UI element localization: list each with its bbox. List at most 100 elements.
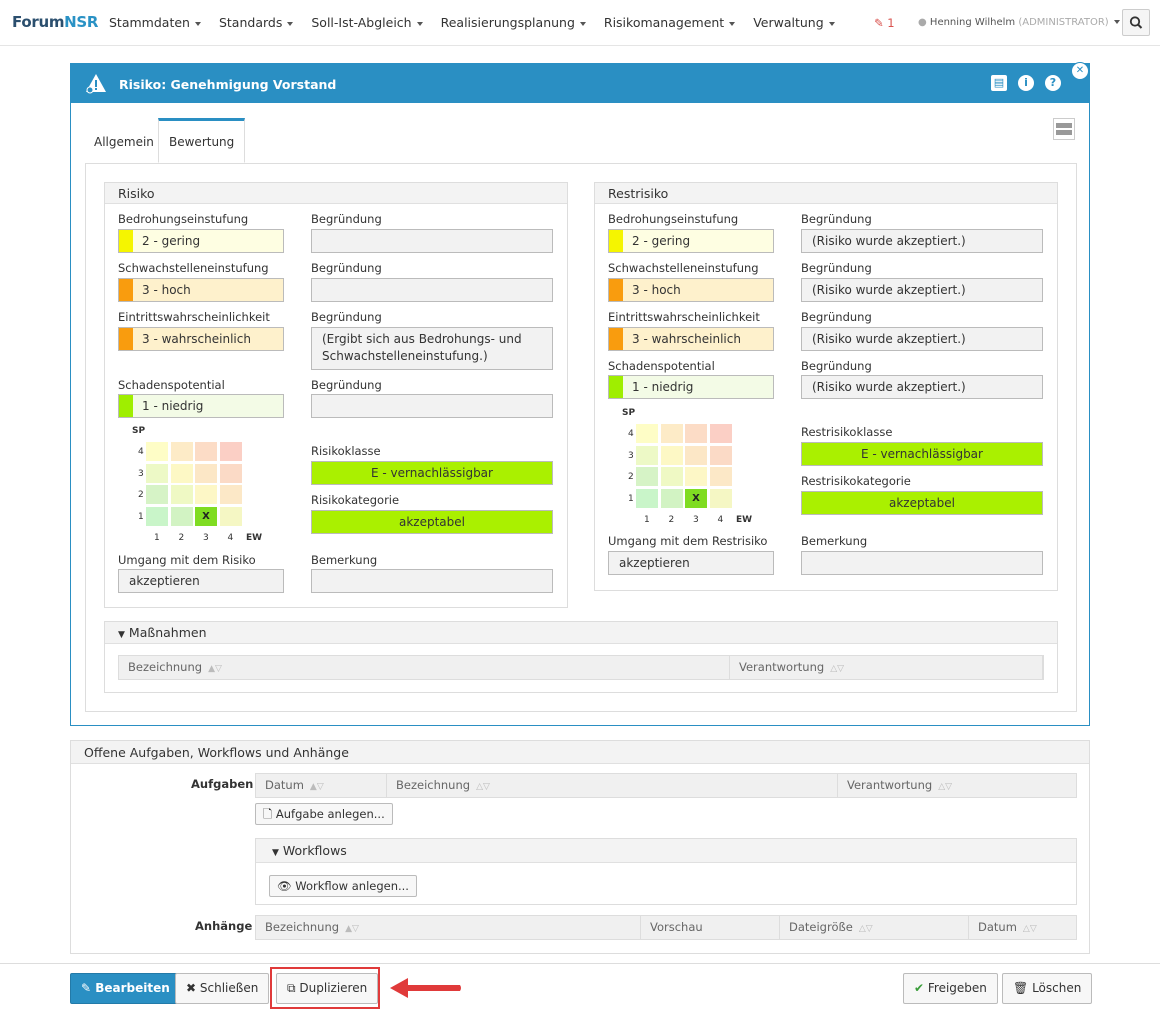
offene-aufgaben-panel: Offene Aufgaben, Workflows und Anhänge A… [70,740,1090,954]
restrisiko-panel: Restrisiko Bedrohungseinstufung 2 - geri… [594,182,1058,591]
anhaenge-label: Anhänge [195,919,253,933]
pdf-icon[interactable]: ▤ [991,75,1007,91]
tick-label: 1 [628,493,634,504]
bearbeiten-button[interactable]: ✎ Bearbeiten [70,973,181,1004]
rest-begruendung-label: Begründung [801,359,872,373]
tick-label: 4 [717,515,724,525]
chevron-down-icon [729,21,736,26]
matrix-cell [636,424,658,443]
restrisk-matrix: SP 4 3 2 1 X 1 2 3 4 EW [608,408,768,528]
begruendung-field-2[interactable] [311,278,553,302]
restrisikokategorie-label: Restrisikokategorie [801,474,911,488]
col-datum[interactable]: Datum △▽ [978,920,1037,934]
col-verantwortung[interactable]: Verantwortung △▽ [847,778,953,792]
menu-soll-ist-abgleich[interactable]: Soll-Ist-Abgleich [302,0,431,46]
tick-label: 2 [178,533,185,543]
menu-stammdaten[interactable]: Stammdaten [100,0,210,46]
massnahmen-header[interactable]: ▼ Maßnahmen [105,622,1057,644]
axis-sp-label: SP [132,426,146,436]
begruendung-field-1[interactable] [311,229,553,253]
eintritt-label: Eintrittswahrscheinlichkeit [118,310,270,324]
rest-begruendung-field-1[interactable]: (Risiko wurde akzeptiert.) [801,229,1043,253]
aufgabe-anlegen-button[interactable]: 🗋 Aufgabe anlegen... [255,803,393,825]
matrix-cell [195,442,217,461]
sort-icon: △▽ [830,664,845,674]
notification-indicator[interactable]: ✎ 1 [874,16,895,30]
freigeben-button[interactable]: ✔ Freigeben [903,973,998,1004]
arrow-left-icon [390,978,461,998]
col-vorschau[interactable]: Vorschau [641,916,780,939]
col-datum[interactable]: Datum ▲▽ [256,774,387,797]
menu-realisierungsplanung[interactable]: Realisierungsplanung [432,0,595,46]
tab-bewertung[interactable]: Bewertung [158,118,246,163]
chevron-down-icon [287,21,294,26]
main-menu: Stammdaten Standards Soll-Ist-Abgleich R… [100,0,844,46]
schliessen-button[interactable]: ✖ Schließen [175,973,270,1004]
search-button[interactable] [1122,9,1150,36]
matrix-cell [709,445,732,465]
col-bezeichnung[interactable]: Bezeichnung ▲▽ [119,656,730,679]
col-dateigroesse[interactable]: Dateigröße △▽ [780,916,969,939]
begruendung-field-3[interactable]: (Ergibt sich aus Bedrohungs- und Schwachs… [311,327,553,370]
tab-allgemein[interactable]: Allgemein [94,135,154,149]
sort-icon: ▲▽ [345,924,359,934]
schaden-field[interactable]: 1 - niedrig [118,394,284,418]
rest-begruendung-field-4[interactable]: (Risiko wurde akzeptiert.) [801,375,1043,399]
rest-schaden-label: Schadenspotential [608,359,715,373]
matrix-cell [709,467,732,486]
restrisikoklasse-field[interactable]: E - vernachlässigbar [801,442,1043,466]
workflows-header[interactable]: ▼ Workflows [256,839,1076,863]
eintritt-field[interactable]: 3 - wahrscheinlich [118,327,284,351]
rest-begruendung-field-2[interactable]: (Risiko wurde akzeptiert.) [801,278,1043,302]
duplizieren-button[interactable]: ⧉ Duplizieren [276,973,379,1004]
rest-umgang-label: Umgang mit dem Restrisiko [608,534,768,548]
matrix-cell [685,467,707,486]
rest-bemerkung-field[interactable] [801,551,1043,575]
edit-icon: ✎ [81,981,92,995]
brand-logo[interactable]: ForumNSR [12,13,99,31]
anhaenge-table-header: Bezeichnung ▲▽ Vorschau Dateigröße △▽ Datu… [255,915,1077,940]
workflow-anlegen-button[interactable]: 👁 Workflow anlegen... [269,875,417,897]
rest-schwachstelle-field[interactable]: 3 - hoch [608,278,774,302]
begruendung-text-line1: (Ergibt sich aus Bedrohungs- und [322,332,522,346]
matrix-cell [170,463,193,483]
col-verantwortung[interactable]: Verantwortung △▽ [730,656,1043,679]
restrisiko-panel-title: Restrisiko [595,183,1057,204]
schwachstelle-field[interactable]: 3 - hoch [118,278,284,302]
rest-umgang-field[interactable]: akzeptieren [608,551,774,575]
menu-verwaltung[interactable]: Verwaltung [744,0,843,46]
menu-standards[interactable]: Standards [210,0,302,46]
rest-begruendung-field-3[interactable]: (Risiko wurde akzeptiert.) [801,327,1043,351]
user-menu[interactable]: ● Henning Wilhelm (ADMINISTRATOR) [918,17,1120,28]
bemerkung-field[interactable] [311,569,553,593]
matrix-cell [146,485,168,504]
rest-bedrohung-field[interactable]: 2 - gering [608,229,774,253]
col-bezeichnung[interactable]: Bezeichnung ▲▽ [256,916,641,939]
tick-label: 4 [227,533,234,543]
umgang-field[interactable]: akzeptieren [118,569,284,593]
workflows-panel: ▼ Workflows 👁 Workflow anlegen... [255,838,1077,905]
rest-bemerkung-label: Bemerkung [801,534,868,548]
matrix-cell [170,506,193,526]
close-icon[interactable]: ✕ [1071,62,1089,80]
user-icon: ● [918,17,927,28]
menu-risikomanagement[interactable]: Risikomanagement [595,0,744,46]
bedrohung-field[interactable]: 2 - gering [118,229,284,253]
col-bezeichnung[interactable]: Bezeichnung △▽ [387,774,838,797]
massnahmen-panel: ▼ Maßnahmen Bezeichnung ▲▽ Verantwortung △… [104,621,1058,693]
help-icon[interactable]: ? [1045,75,1061,91]
info-icon[interactable]: i [1018,75,1034,91]
risikokategorie-field[interactable]: akzeptabel [311,510,553,534]
restrisikokategorie-field[interactable]: akzeptabel [801,491,1043,515]
action-footer: ✎ Bearbeiten ✖ Schließen ⧉ Duplizieren ✔… [0,963,1160,1012]
tab-content: Risiko Bedrohungseinstufung 2 - gering B… [85,163,1077,712]
begruendung-field-4[interactable] [311,394,553,418]
risikokategorie-label: Risikokategorie [311,493,400,507]
highlight-box [270,967,380,1009]
risikoklasse-field[interactable]: E - vernachlässigbar [311,461,553,485]
rest-schaden-field[interactable]: 1 - niedrig [608,375,774,399]
layout-toggle-icon[interactable] [1053,118,1075,140]
rest-eintritt-field[interactable]: 3 - wahrscheinlich [608,327,774,351]
risiko-panel-title: Risiko [105,183,567,204]
loeschen-button[interactable]: 🗑 Löschen [1002,973,1093,1004]
